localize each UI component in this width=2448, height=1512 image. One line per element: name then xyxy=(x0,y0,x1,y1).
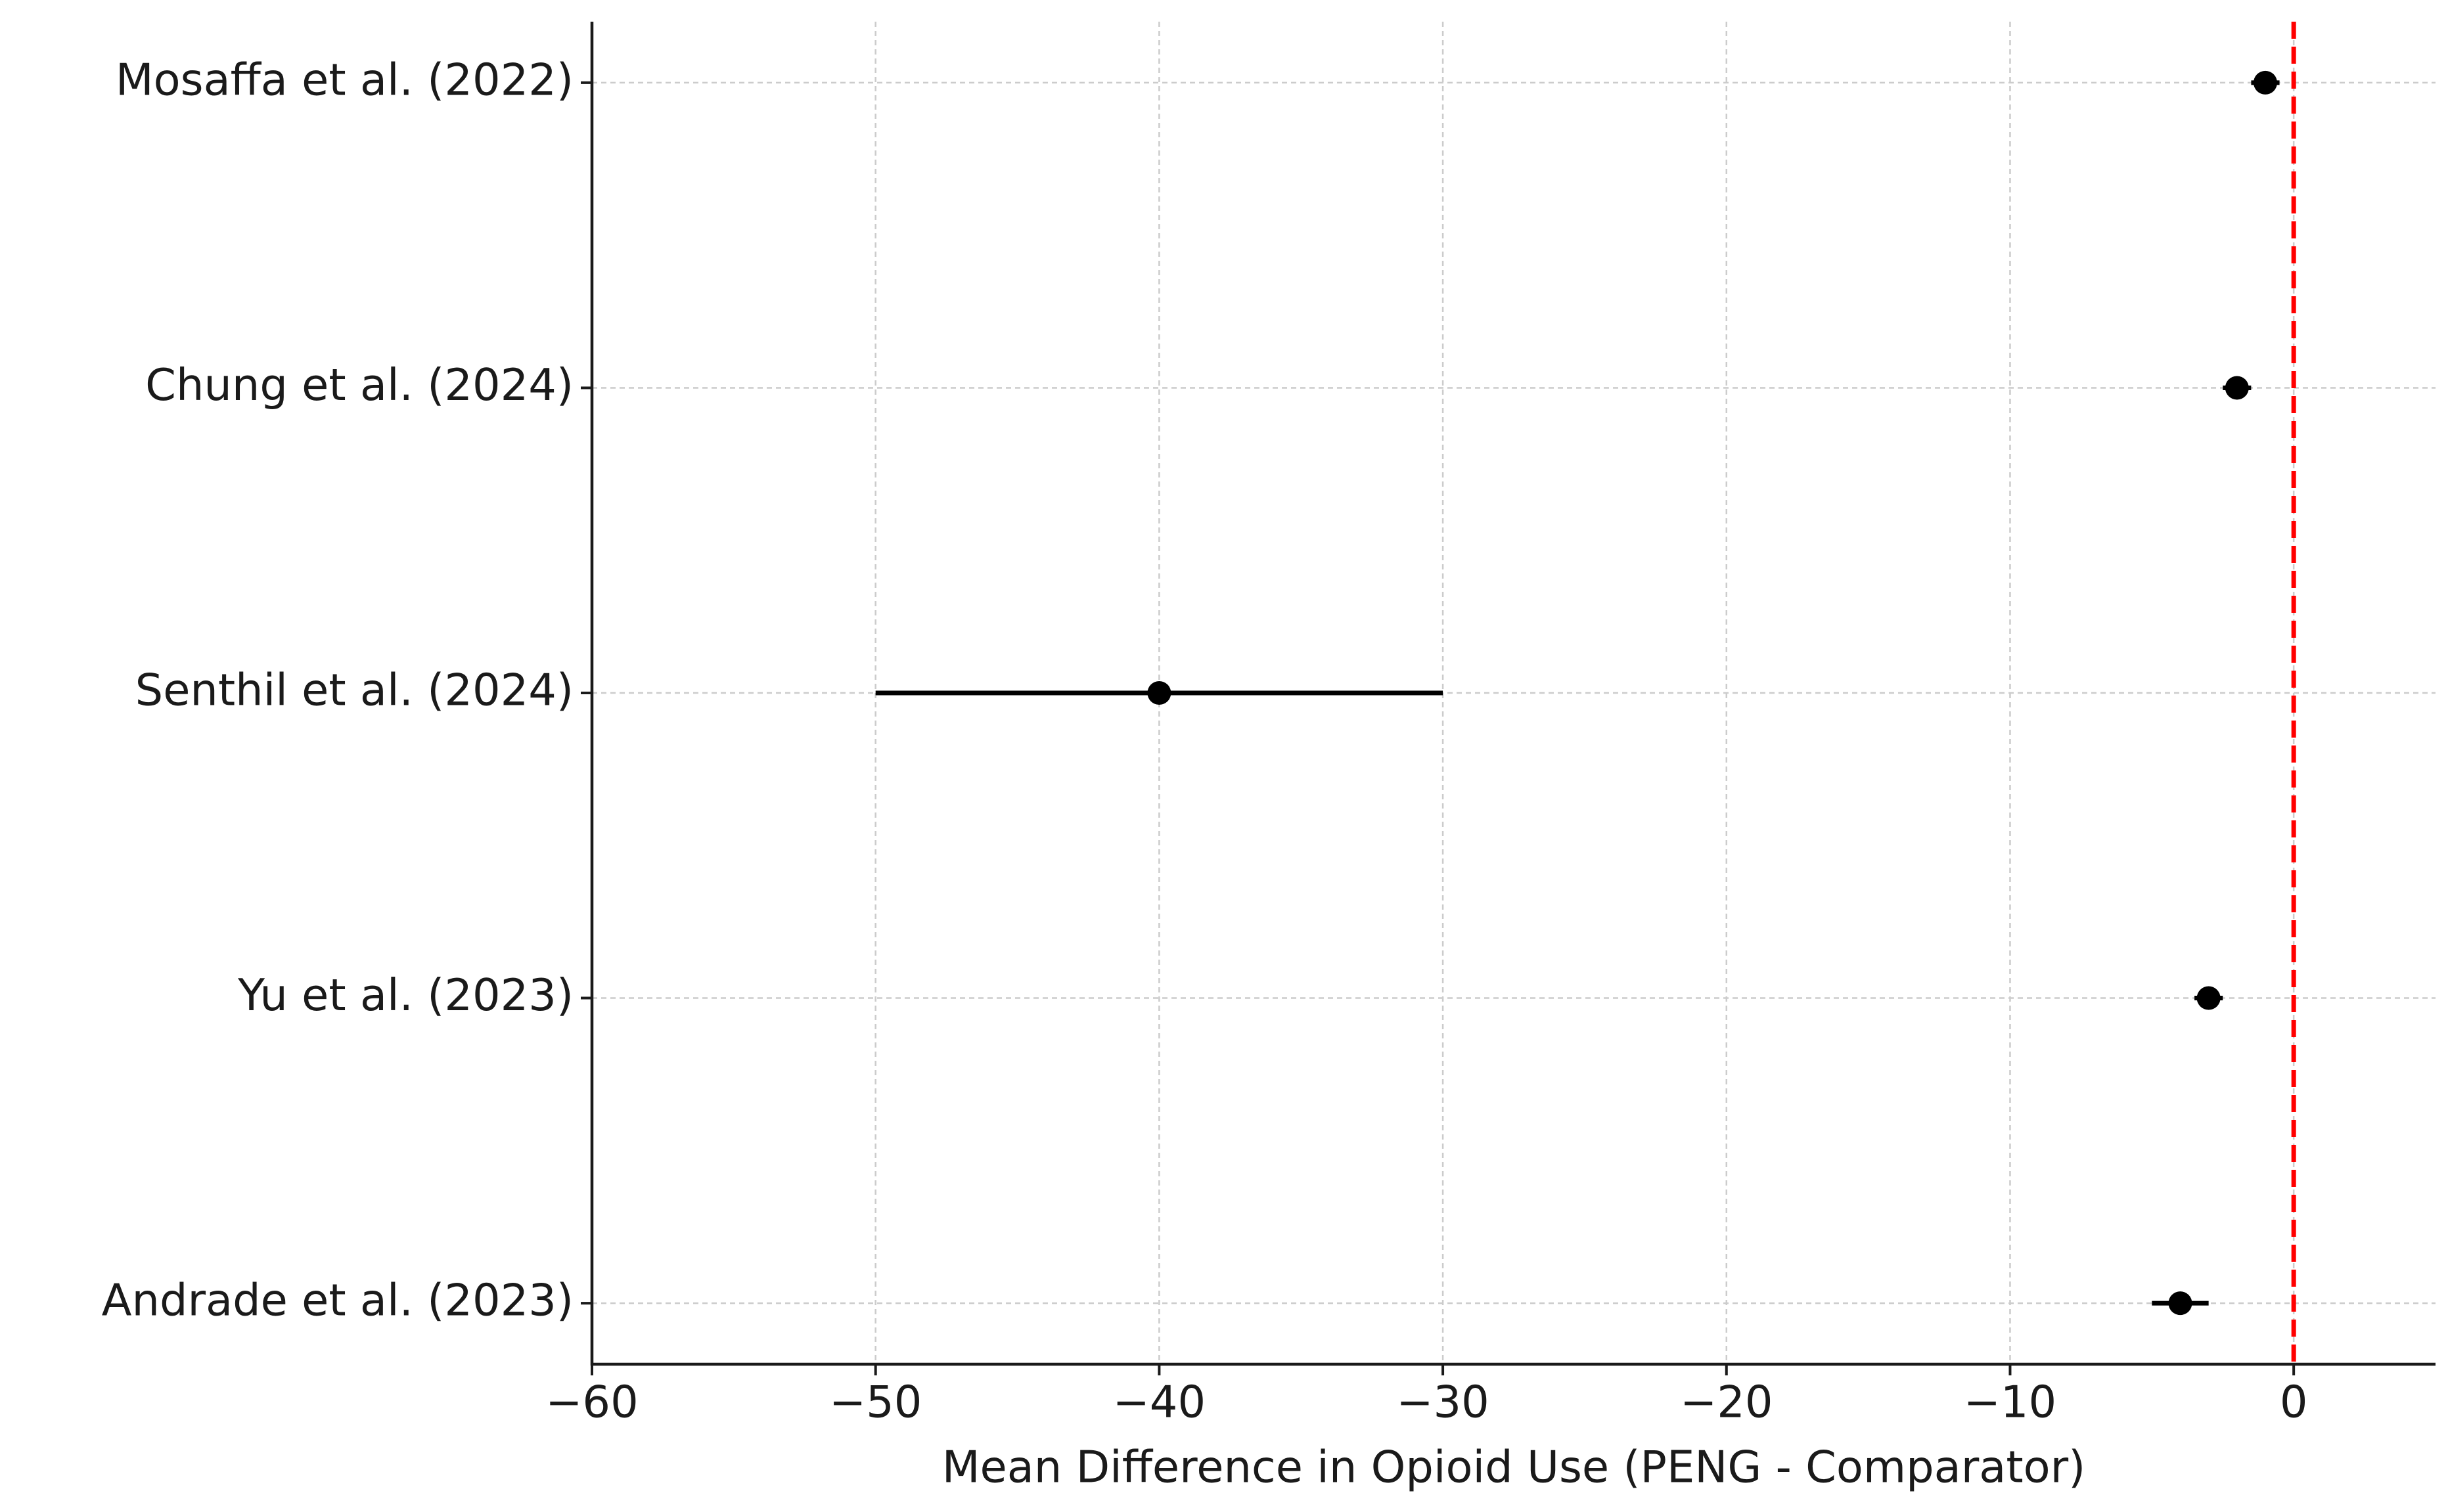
x-tick-label: −50 xyxy=(829,1377,922,1428)
y-tick-label: Senthil et al. (2024) xyxy=(135,665,574,716)
point xyxy=(2253,70,2277,95)
x-tick-label: −60 xyxy=(545,1377,638,1428)
point xyxy=(2196,986,2221,1010)
y-tick-label: Chung et al. (2024) xyxy=(145,359,574,411)
y-tick-label: Yu et al. (2023) xyxy=(237,969,574,1021)
x-tick-label: −20 xyxy=(1680,1377,1773,1428)
x-tick-label: −40 xyxy=(1113,1377,1206,1428)
point xyxy=(2168,1291,2192,1316)
point xyxy=(1147,681,1171,705)
x-tick-label: −10 xyxy=(1964,1377,2056,1428)
x-axis-title: Mean Difference in Opioid Use (PENG - Co… xyxy=(942,1442,2086,1493)
x-tick-label: −30 xyxy=(1396,1377,1489,1428)
y-tick-label: Andrade et al. (2023) xyxy=(102,1275,574,1326)
x-tick-label: 0 xyxy=(2280,1377,2308,1428)
point xyxy=(2225,376,2249,400)
y-tick-label: Mosaffa et al. (2022) xyxy=(116,54,574,105)
